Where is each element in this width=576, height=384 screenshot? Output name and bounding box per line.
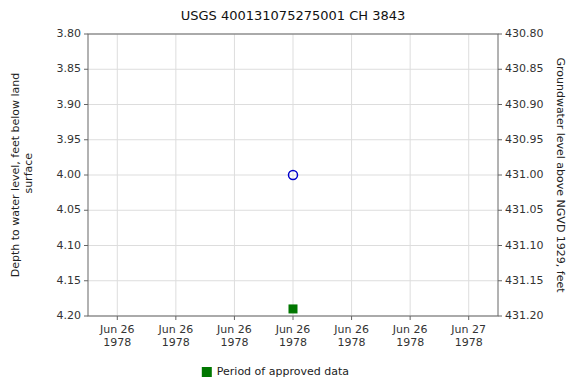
plot-frame (88, 34, 498, 316)
grid-line (351, 34, 352, 316)
tick-label: Jun 261978 (392, 323, 428, 349)
tick-label: 430.85 (505, 62, 544, 75)
legend-label: Period of approved data (217, 365, 349, 378)
tick (498, 175, 502, 176)
grid-line (468, 34, 469, 316)
tick (498, 245, 502, 246)
legend-swatch (202, 367, 212, 377)
text-line: 1978 (396, 336, 424, 349)
text-line: 1978 (220, 336, 248, 349)
tick (84, 245, 88, 246)
tick-label: Jun 261978 (158, 323, 194, 349)
y2-axis: 431.20 431.15 431.10 431.05 431.00 430.95 430.… (498, 27, 544, 322)
tick-label: 431.10 (505, 239, 544, 252)
text-line: 1978 (338, 336, 366, 349)
tick-label: 3.85 (57, 62, 82, 75)
tick-label: Jun 261978 (333, 323, 369, 349)
x-axis: Jun 261978Jun 261978Jun 261978Jun 261978… (99, 316, 486, 349)
title: USGS 400131075275001 CH 3843 (181, 8, 406, 23)
text-line: Jun 26 (275, 323, 311, 336)
tick-label: 3.90 (57, 98, 82, 111)
tick (84, 175, 88, 176)
tick-label: 3.80 (57, 27, 82, 40)
tick-label: 4.20 (57, 309, 82, 322)
tick-label: Jun 261978 (99, 323, 135, 349)
text-line: 1978 (162, 336, 190, 349)
tick (498, 139, 502, 140)
point (289, 171, 298, 180)
point (289, 305, 297, 313)
tick-label: 431.15 (505, 274, 544, 287)
y2-axis-label: Groundwater level above NGVD 1929, feet (554, 57, 567, 293)
tick (498, 104, 502, 105)
tick-label: Jun 261978 (216, 323, 252, 349)
tick (84, 139, 88, 140)
grid-line (234, 34, 235, 316)
tick (84, 210, 88, 211)
tick (84, 316, 88, 317)
tick-label: 430.80 (505, 27, 544, 40)
text-line: Groundwater level above NGVD 1929, feet (554, 57, 567, 293)
tick (84, 69, 88, 70)
tick (498, 280, 502, 281)
tick-label: 431.05 (505, 203, 544, 216)
grid-line (117, 34, 118, 316)
y-axis-label: Depth to water level, feet below land su… (9, 73, 35, 278)
tick (351, 316, 352, 320)
grid-line (293, 34, 294, 316)
marks (289, 171, 298, 313)
tick-label: Jun 271978 (450, 323, 486, 349)
tick (410, 316, 411, 320)
text-line: Jun 27 (450, 323, 486, 336)
tick (468, 316, 469, 320)
text-line: Jun 26 (392, 323, 428, 336)
text-line: Jun 26 (99, 323, 135, 336)
tick-label: 430.90 (505, 98, 544, 111)
tick (498, 316, 502, 317)
tick (84, 34, 88, 35)
series (289, 305, 297, 313)
tick-label: 4.15 (57, 274, 82, 287)
grid-line (175, 34, 176, 316)
tick-label: 4.10 (57, 239, 82, 252)
tick (498, 69, 502, 70)
tick (84, 104, 88, 105)
text-line: surface (22, 153, 35, 197)
tick (234, 316, 235, 320)
tick (175, 316, 176, 320)
text-line: Jun 26 (333, 323, 369, 336)
text-line: 1978 (103, 336, 131, 349)
tick (498, 210, 502, 211)
chart: 3.80 3.85 3.90 3.95 4.00 4.05 4.10 4.15 4.20 431.… (0, 0, 576, 384)
y-axis: 3.80 3.85 3.90 3.95 4.00 4.05 4.10 4.15 4.20 (57, 27, 89, 322)
tick (498, 34, 502, 35)
tick (84, 280, 88, 281)
text-line: 1978 (279, 336, 307, 349)
tick (293, 316, 294, 320)
series (289, 171, 298, 180)
grid-line (410, 34, 411, 316)
grid (88, 34, 498, 316)
tick-label: Jun 261978 (275, 323, 311, 349)
text-line: Jun 26 (158, 323, 194, 336)
legend: Period of approved data (202, 365, 349, 378)
tick-label: 4.00 (57, 168, 82, 181)
tick-label: 431.00 (505, 168, 544, 181)
tick-label: 4.05 (57, 203, 82, 216)
text-line: Jun 26 (216, 323, 252, 336)
tick (117, 316, 118, 320)
text-line: Depth to water level, feet below land (9, 73, 22, 278)
text-line: 1978 (455, 336, 483, 349)
tick-label: 3.95 (57, 133, 82, 146)
tick-label: 430.95 (505, 133, 544, 146)
tick-label: 431.20 (505, 309, 544, 322)
